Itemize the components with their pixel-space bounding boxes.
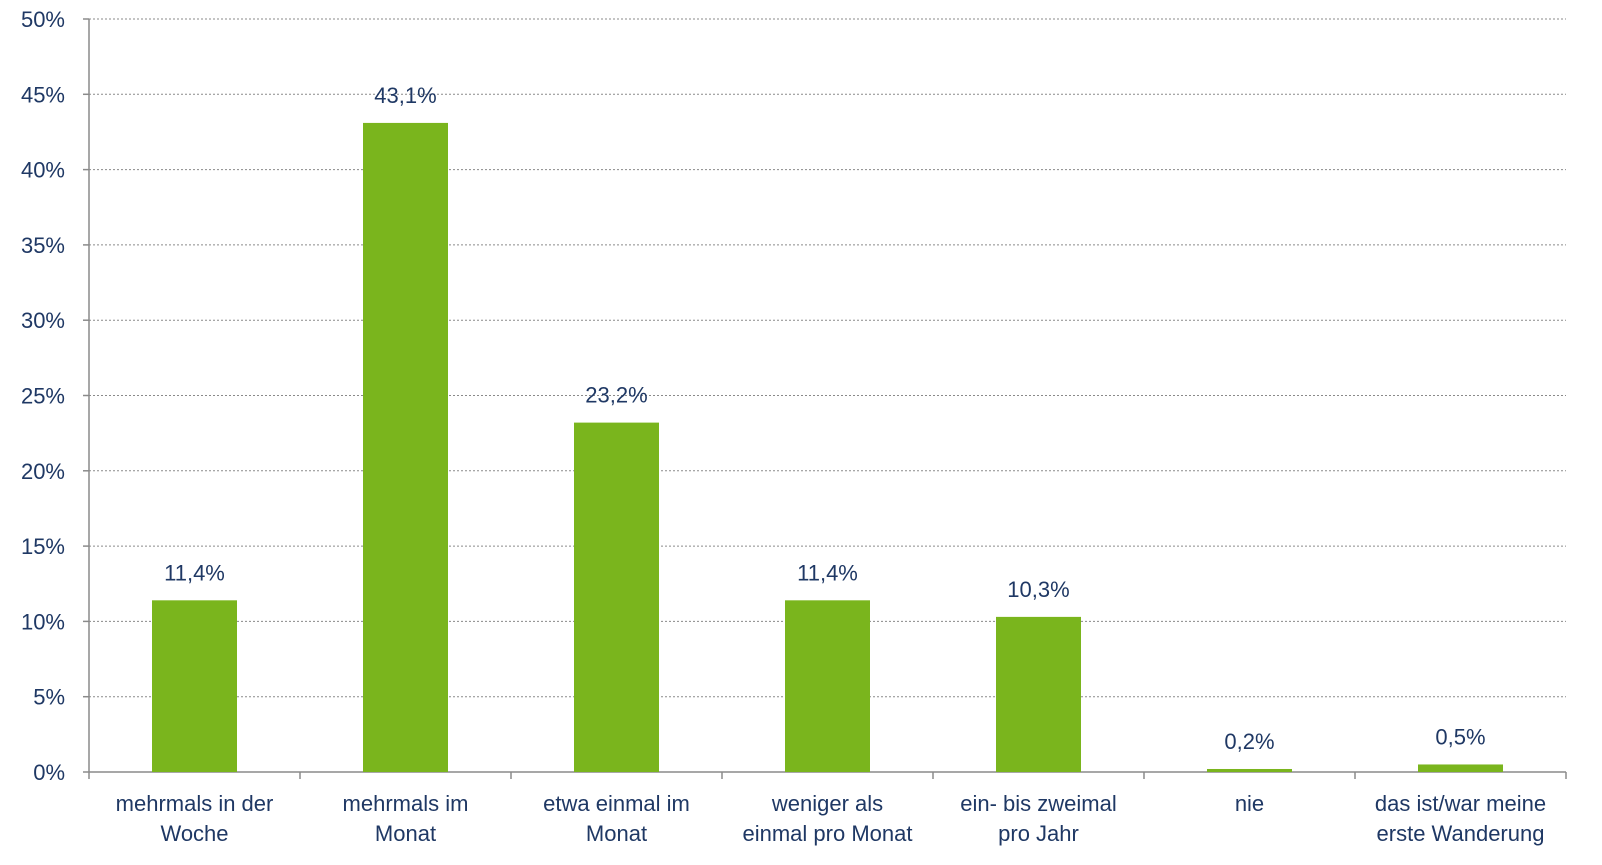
bar [363, 122, 448, 772]
bar [1418, 764, 1503, 772]
x-category-label: mehrmals im Monat [343, 791, 469, 846]
category-label-line: Woche [160, 821, 228, 846]
category-label-line: nie [1235, 791, 1264, 816]
x-category-label: weniger als einmal pro Monat [743, 791, 913, 846]
x-category-label: ein- bis zweimal pro Jahr [960, 791, 1117, 846]
bar [574, 422, 659, 772]
x-category-label: mehrmals in der Woche [116, 791, 274, 846]
category-label-line: Monat [375, 821, 436, 846]
bar [152, 600, 237, 772]
category-label-line: mehrmals im [343, 791, 469, 816]
category-label-line: ein- bis zweimal [960, 791, 1117, 816]
category-label-line: erste Wanderung [1377, 821, 1545, 846]
data-label: 0,2% [1224, 729, 1274, 754]
y-tick-label: 20% [21, 459, 65, 484]
x-category-label: etwa einmal im Monat [543, 791, 690, 846]
data-label: 11,4% [164, 560, 225, 585]
y-tick-label: 5% [33, 685, 65, 710]
x-category-label: das ist/war meine erste Wanderung [1375, 791, 1546, 846]
y-tick-label: 40% [21, 158, 65, 183]
category-label-line: etwa einmal im [543, 791, 690, 816]
category-label-line: mehrmals in der [116, 791, 274, 816]
data-label: 23,2% [585, 383, 647, 408]
category-label-line: das ist/war meine [1375, 791, 1546, 816]
data-label: 0,5% [1435, 724, 1485, 749]
y-tick-label: 15% [21, 534, 65, 559]
bar [785, 600, 870, 772]
y-tick-label: 0% [33, 760, 65, 785]
y-tick-label: 10% [21, 609, 65, 634]
category-label-line: einmal pro Monat [743, 821, 913, 846]
data-label: 43,1% [374, 83, 436, 108]
y-tick-label: 50% [21, 7, 65, 32]
data-label: 10,3% [1007, 577, 1069, 602]
category-label-line: Monat [586, 821, 647, 846]
x-category-label: nie [1235, 791, 1264, 816]
bar [996, 616, 1081, 772]
y-tick-label: 25% [21, 384, 65, 409]
y-tick-label: 35% [21, 233, 65, 258]
category-label-line: pro Jahr [998, 821, 1079, 846]
data-label: 11,4% [797, 560, 858, 585]
category-label-line: weniger als [771, 791, 883, 816]
y-tick-label: 30% [21, 308, 65, 333]
bar [1207, 768, 1292, 772]
y-tick-label: 45% [21, 82, 65, 107]
